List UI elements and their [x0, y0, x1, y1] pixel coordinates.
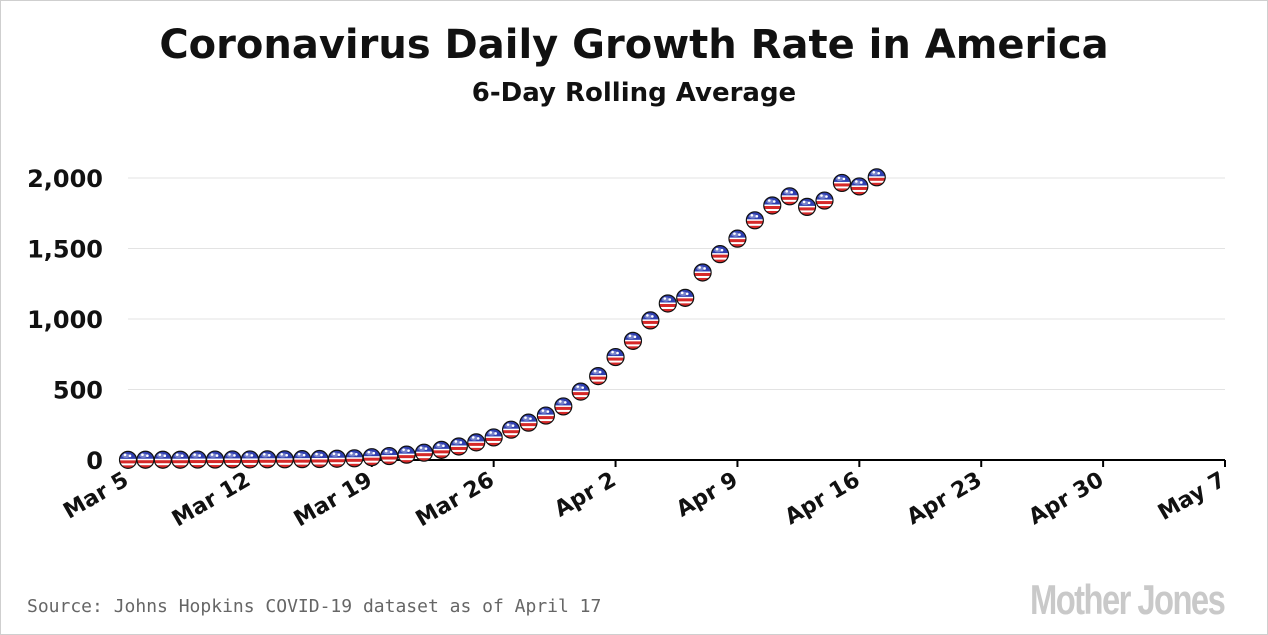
data-point	[623, 331, 643, 350]
data-point	[397, 445, 416, 464]
data-point	[815, 191, 834, 210]
data-point	[432, 440, 451, 459]
y-tick-label: 0	[86, 447, 103, 475]
data-point	[467, 433, 486, 452]
source-note: Source: Johns Hopkins COVID-19 dataset a…	[27, 596, 602, 617]
data-point	[327, 449, 347, 468]
data-point	[728, 229, 747, 248]
data-point	[780, 187, 799, 206]
y-tick-label: 1,500	[27, 236, 103, 264]
data-point	[293, 450, 312, 469]
data-point	[641, 311, 660, 330]
data-point	[850, 177, 869, 196]
data-point	[797, 197, 817, 217]
data-points	[118, 168, 886, 469]
data-point	[536, 406, 556, 425]
x-tick-label: Apr 16	[781, 468, 864, 531]
data-point	[710, 245, 730, 264]
grid-lines	[128, 177, 1225, 390]
data-point	[658, 294, 677, 313]
data-point	[118, 450, 138, 469]
data-point	[763, 196, 782, 215]
data-point	[571, 382, 590, 401]
data-point	[867, 168, 886, 187]
chart-title: Coronavirus Daily Growth Rate in America	[159, 22, 1109, 68]
data-point	[136, 450, 155, 469]
mother-jones-logo: Mother Jones	[1030, 576, 1226, 623]
data-point	[362, 448, 381, 467]
data-point	[606, 347, 625, 367]
data-point	[345, 449, 364, 468]
y-tick-labels: 0 500 1,000 1,500 2,000	[27, 165, 103, 475]
data-point	[240, 450, 259, 469]
data-point	[380, 446, 399, 466]
data-point	[275, 450, 294, 469]
data-point	[832, 173, 852, 193]
x-tick-label: Mar 5	[59, 468, 133, 525]
x-tick-labels: Mar 5 Mar 12 Mar 19 Mar 26 Apr 2 Apr 9 Apr 16 A…	[59, 468, 1230, 533]
x-tick-label: May 7	[1154, 468, 1230, 526]
x-tick-label: Apr 2	[550, 468, 620, 523]
data-point	[589, 367, 608, 386]
x-tick-label: Mar 26	[412, 468, 499, 533]
y-tick-label: 1,000	[27, 306, 103, 334]
data-point	[171, 450, 190, 469]
y-tick-label: 500	[53, 377, 103, 405]
x-tick-label: Apr 9	[672, 468, 742, 523]
x-tick-label: Mar 12	[168, 468, 255, 533]
y-tick-label: 2,000	[27, 165, 103, 193]
data-point	[310, 449, 329, 469]
data-point	[449, 437, 468, 456]
x-tick-label: Apr 23	[903, 468, 986, 531]
data-point	[258, 450, 277, 469]
data-point	[188, 450, 207, 469]
data-point	[205, 450, 225, 469]
data-point	[223, 450, 242, 469]
data-point	[745, 211, 764, 230]
data-point	[693, 263, 712, 282]
chart-subtitle: 6-Day Rolling Average	[471, 78, 797, 108]
data-point	[484, 428, 503, 447]
data-point	[153, 450, 172, 469]
x-tick-label: Apr 30	[1025, 468, 1108, 531]
data-point	[501, 420, 521, 439]
data-point	[519, 413, 538, 432]
x-tick-label: Mar 19	[290, 468, 377, 533]
data-point	[676, 288, 695, 307]
data-point	[554, 397, 573, 416]
data-point	[414, 443, 434, 462]
